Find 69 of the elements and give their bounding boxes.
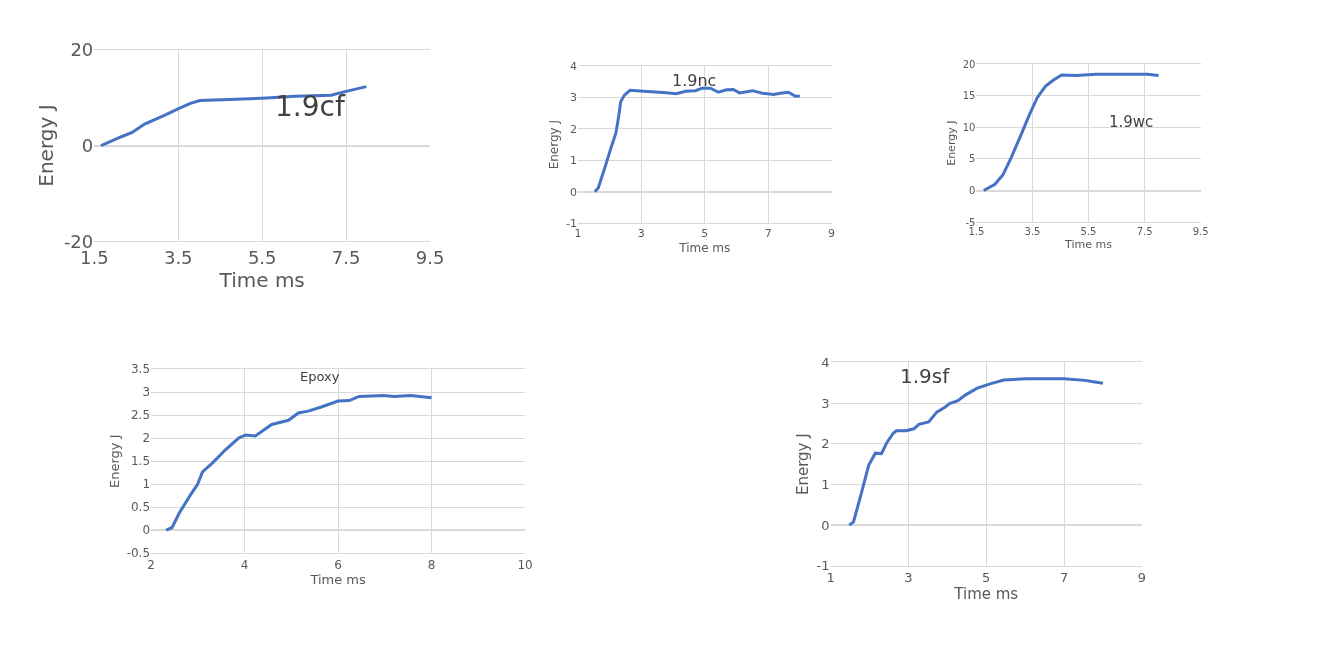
y-tick-label: -0.5 [126,546,151,561]
x-tick-label: 9 [1137,570,1147,586]
x-tick-label: 5 [701,227,709,241]
x-tick-label: 9 [828,227,836,241]
x-tick-label: 3 [904,570,913,586]
y-tick-label: 4 [569,60,577,74]
x-axis-title: Time ms [218,268,305,293]
y-tick-label: 2 [142,431,151,446]
y-tick-label: 20 [962,58,976,70]
line-series [982,72,1161,193]
y-tick-label: 15 [962,90,976,102]
y-tick-label: 3.5 [130,362,151,377]
y-tick-label: 3 [569,91,577,105]
y-tick-label: -1 [565,216,577,230]
x-axis-title: Time ms [1064,238,1113,252]
x-tick-label: 10 [517,557,533,572]
y-axis-title: Energy J [106,434,122,488]
y-axis-title: Energy J [34,104,59,187]
y-tick-label: -20 [63,230,94,252]
chart-title: 1.9sf [900,364,951,388]
y-tick-label: 0 [81,134,94,156]
y-tick-label: 1 [569,154,577,168]
line-series [99,85,368,148]
chart-title: 1.9nc [672,71,717,90]
x-tick-label: 7 [1059,570,1069,586]
x-tick-label: 6 [334,557,342,572]
y-tick-label: 0 [969,185,976,197]
y-tick-label: 0 [821,517,830,533]
line-series [164,393,434,532]
y-tick-label: 1 [142,477,151,492]
y-tick-label: 0 [569,185,577,199]
y-tick-label: 10 [962,121,976,133]
x-axis-title: Time ms [953,585,1019,604]
y-tick-label: 3 [821,395,830,411]
y-tick-label: 0 [142,523,151,538]
y-tick-label: 3 [142,385,151,400]
y-tick-label: 1.5 [130,454,151,469]
y-tick-label: 5 [969,153,976,165]
x-tick-label: 3.5 [1024,226,1041,238]
y-tick-label: 0.5 [130,500,151,515]
x-tick-label: 9.5 [415,247,445,269]
y-tick-label: 1 [821,477,830,493]
y-tick-label: -5 [965,216,976,228]
x-tick-label: 5 [982,570,991,586]
x-tick-label: 7.5 [1136,226,1153,238]
line-series [593,86,802,194]
x-tick-label: 9.5 [1192,226,1209,238]
chart-title: Epoxy [300,369,340,384]
x-tick-label: 5.5 [1080,226,1097,238]
x-tick-label: 3 [637,227,645,241]
x-tick-label: 7 [764,227,772,241]
x-tick-label: 5.5 [247,247,277,269]
y-tick-label: 2 [821,436,830,452]
text: 1.9wc [1109,113,1154,131]
x-axis-title: Time ms [309,572,366,588]
text: 1.9cf [275,90,346,123]
y-tick-label: 20 [70,39,94,61]
x-tick-label: 3.5 [163,247,193,269]
x-tick-label: 4 [240,557,249,572]
x-tick-label: 7.5 [331,247,361,269]
y-axis-title: Energy J [793,433,812,496]
y-tick-label: 4 [821,355,830,371]
x-axis-title: Time ms [678,241,731,256]
y-tick-label: 2 [569,122,577,136]
y-tick-label: 2.5 [130,408,151,423]
y-axis-title: Energy J [945,120,959,166]
y-tick-label: -1 [816,558,830,574]
y-axis-title: Energy J [547,119,562,170]
x-tick-label: 8 [427,557,436,572]
